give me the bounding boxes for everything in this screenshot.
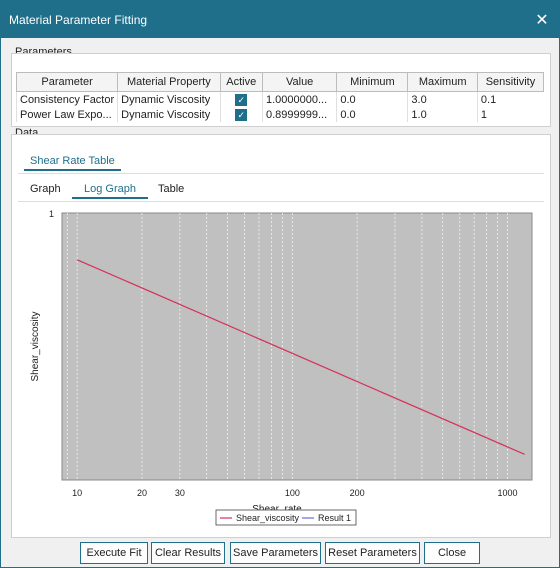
cell-active: ✓ bbox=[219, 107, 263, 122]
column-header-minimum[interactable]: Minimum bbox=[336, 72, 409, 92]
cell-maximum[interactable]: 3.0 bbox=[407, 91, 478, 107]
cell-parameter[interactable]: Power Law Expo... bbox=[15, 107, 118, 122]
legend-label: Shear_viscosity bbox=[236, 513, 300, 523]
close-button[interactable]: Close bbox=[424, 542, 480, 564]
data-group: Shear Rate Table Graph Log Graph Table 1… bbox=[11, 134, 551, 538]
parameters-header-row: Parameter Material Property Active Value… bbox=[15, 72, 545, 92]
log-graph-panel: 10 20 30 100 200 1000 1 Shear_rate Shear_viscosi… bbox=[18, 205, 544, 537]
x-tick-label: 1000 bbox=[497, 488, 517, 498]
legend-label: Result 1 bbox=[318, 513, 351, 523]
clear-results-button[interactable]: Clear Results bbox=[151, 542, 225, 564]
column-header-value[interactable]: Value bbox=[261, 72, 338, 92]
table-row[interactable]: Consistency Factor Dynamic Viscosity ✓ 1… bbox=[15, 91, 544, 107]
parameters-group: Parameter Material Property Active Value… bbox=[11, 53, 551, 127]
column-header-sensitivity[interactable]: Sensitivity bbox=[476, 72, 545, 92]
cell-value[interactable]: 0.8999999... bbox=[261, 107, 337, 122]
x-tick-label: 30 bbox=[175, 488, 185, 498]
plot-area bbox=[61, 212, 533, 481]
column-header-parameter[interactable]: Parameter bbox=[15, 72, 119, 92]
tab-log-graph[interactable]: Log Graph bbox=[72, 181, 148, 199]
cell-sensitivity[interactable]: 0.1 bbox=[476, 91, 544, 107]
x-tick-label: 200 bbox=[350, 488, 365, 498]
legend bbox=[215, 509, 357, 526]
y-axis-label: Shear_viscosity bbox=[30, 311, 41, 381]
button-bar: Execute Fit Clear Results Save Parameter… bbox=[1, 542, 560, 564]
table-row[interactable]: Power Law Expo... Dynamic Viscosity ✓ 0.… bbox=[15, 107, 544, 122]
window-title: Material Parameter Fitting bbox=[9, 12, 148, 27]
cell-active: ✓ bbox=[219, 91, 263, 107]
execute-fit-button[interactable]: Execute Fit bbox=[80, 542, 148, 564]
cell-value[interactable]: 1.0000000... bbox=[261, 91, 337, 107]
outer-tab-bar: Shear Rate Table bbox=[18, 153, 544, 174]
column-header-active[interactable]: Active bbox=[219, 72, 263, 92]
column-header-maximum[interactable]: Maximum bbox=[407, 72, 478, 92]
cell-parameter[interactable]: Consistency Factor bbox=[15, 91, 118, 107]
cell-material-property[interactable]: Dynamic Viscosity bbox=[117, 107, 221, 122]
cell-minimum[interactable]: 0.0 bbox=[336, 91, 408, 107]
y-tick-label: 1 bbox=[49, 209, 54, 219]
tab-table[interactable]: Table bbox=[158, 183, 185, 195]
column-header-material-property[interactable]: Material Property bbox=[117, 72, 221, 92]
close-icon[interactable]: ✕ bbox=[535, 11, 549, 29]
save-parameters-button[interactable]: Save Parameters bbox=[230, 542, 321, 564]
reset-parameters-button[interactable]: Reset Parameters bbox=[325, 542, 420, 564]
cell-minimum[interactable]: 0.0 bbox=[336, 107, 408, 122]
x-axis-label: Shear_rate bbox=[252, 504, 302, 515]
active-checkbox[interactable]: ✓ bbox=[235, 108, 248, 121]
log-graph-chart: 10 20 30 100 200 10001Shear_rateShear_viscosi… bbox=[30, 209, 533, 526]
inner-tab-bar: Graph Log Graph Table bbox=[18, 181, 544, 202]
active-checkbox[interactable]: ✓ bbox=[235, 93, 248, 106]
cell-maximum[interactable]: 1.0 bbox=[407, 107, 478, 122]
cell-sensitivity[interactable]: 1 bbox=[476, 107, 544, 122]
parameters-table: Parameter Material Property Active Value… bbox=[15, 72, 545, 122]
tab-graph[interactable]: Graph bbox=[30, 183, 61, 195]
series-line bbox=[76, 259, 525, 455]
title-bar: Material Parameter Fitting ✕ bbox=[1, 1, 559, 38]
tab-shear-rate-table[interactable]: Shear Rate Table bbox=[24, 153, 121, 171]
x-tick-label: 10 bbox=[72, 488, 82, 498]
x-tick-label: 100 bbox=[285, 488, 300, 498]
cell-material-property[interactable]: Dynamic Viscosity bbox=[117, 91, 221, 107]
x-tick-label: 20 bbox=[137, 488, 147, 498]
